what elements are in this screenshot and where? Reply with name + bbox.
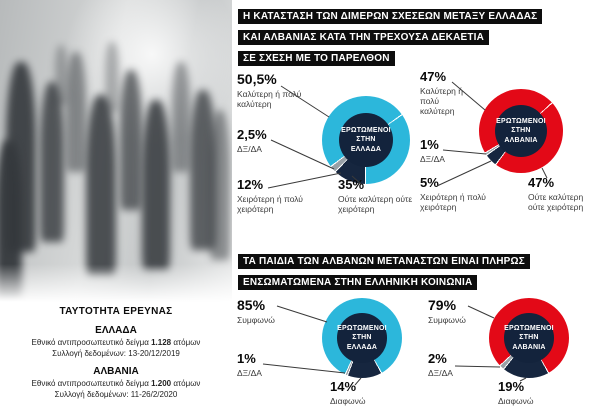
collection-line: Συλλογή δεδομένων: 11-26/2/2020 (54, 390, 178, 399)
chart-label-dk: 1% ΔΞ/ΔΑ (237, 351, 262, 378)
survey-identity: ΤΑΥΤΟΤΗΤΑ ΕΡΕΥΝΑΣ ΕΛΛΑΔΑ Εθνικό αντιπροσ… (0, 306, 232, 399)
title-bar: ΣΕ ΣΧΕΣΗ ΜΕ ΤΟ ΠΑΡΕΛΘΟΝ (238, 48, 542, 66)
person-silhouette (40, 82, 64, 242)
title-bar: ΕΝΣΩΜΑΤΩΜΕΝΑ ΣΤΗΝ ΕΛΛΗΝΙΚΗ ΚΟΙΝΩΝΙΑ (238, 272, 530, 290)
chart-label-neither: 35% Ούτε καλύτερη ούτε χειρότερη (338, 177, 413, 215)
person-silhouette (66, 52, 86, 172)
person-silhouette (120, 70, 142, 210)
title-bar: ΤΑ ΠΑΙΔΙΑ ΤΩΝ ΑΛΒΑΝΩΝ ΜΕΤΑΝΑΣΤΩΝ ΕΙΝΑΙ Π… (238, 251, 530, 269)
chart-label-worse: 12% Χειρότερη ή πολύ χειρότερη (237, 177, 303, 215)
sample-line: Εθνικό αντιπροσωπευτικό δείγμα 1.128 ατό… (0, 338, 232, 347)
sample-suffix: ατόμων (173, 338, 201, 347)
chart-label-better: 50,5% Καλύτερη ή πολύ καλύτερη (237, 71, 302, 110)
chart-label-disagree: 14% Διαφωνώ (330, 379, 366, 406)
person-silhouette (142, 100, 170, 270)
chart-label-dk: 1% ΔΞ/ΔΑ (420, 137, 445, 164)
title-line: ΤΑ ΠΑΙΔΙΑ ΤΩΝ ΑΛΒΑΝΩΝ ΜΕΤΑΝΑΣΤΩΝ ΕΙΝΑΙ Π… (238, 254, 530, 269)
sample-suffix: ατόμων (173, 379, 201, 388)
title-line: ΣΕ ΣΧΕΣΗ ΜΕ ΤΟ ΠΑΡΕΛΘΟΝ (238, 51, 395, 66)
donut-center-label: ΕΡΩΤΩΜΕΝΟΙ ΣΤΗΝ ΑΛΒΑΝΙΑ (494, 104, 548, 158)
survey-entry-greece: ΕΛΛΑΔΑ Εθνικό αντιπροσωπευτικό δείγμα 1.… (0, 325, 232, 358)
survey-identity-title: ΤΑΥΤΟΤΗΤΑ ΕΡΕΥΝΑΣ (59, 306, 173, 317)
person-silhouette (0, 140, 22, 300)
title-bar: ΚΑΙ ΑΛΒΑΝΙΑΣ ΚΑΤΑ ΤΗΝ ΤΡΕΧΟΥΣΑ ΔΕΚΑΕΤΙΑ (238, 27, 542, 45)
donut-chart-relations-albania: ΕΡΩΤΩΜΕΝΟΙ ΣΤΗΝ ΑΛΒΑΝΙΑ (479, 89, 563, 173)
chart-label-agree: 79% Συμφωνώ (428, 297, 466, 325)
chart-label-dk: 2,5% ΔΞ/ΔΑ (237, 127, 267, 154)
person-silhouette (172, 62, 190, 172)
person-silhouette (210, 110, 230, 260)
country-name: ΕΛΛΑΔΑ (95, 325, 137, 336)
title-line: ΕΝΣΩΜΑΤΩΜΕΝΑ ΣΤΗΝ ΕΛΛΗΝΙΚΗ ΚΟΙΝΩΝΙΑ (238, 275, 478, 290)
country-name: ΑΛΒΑΝΙΑ (93, 366, 139, 377)
survey-entry-albania: ΑΛΒΑΝΙΑ Εθνικό αντιπροσωπευτικό δείγμα 1… (0, 366, 232, 399)
person-silhouette (105, 42, 119, 112)
donut-chart-integration-greece: ΕΡΩΤΩΜΕΝΟΙ ΣΤΗΝ ΕΛΛΑΔΑ (322, 298, 402, 378)
donut-center-label: ΕΡΩΤΩΜΕΝΟΙ ΣΤΗΝ ΑΛΒΑΝΙΑ (504, 313, 554, 363)
sample-prefix: Εθνικό αντιπροσωπευτικό δείγμα (31, 338, 149, 347)
donut-chart-integration-albania: ΕΡΩΤΩΜΕΝΟΙ ΣΤΗΝ ΑΛΒΑΝΙΑ (489, 298, 569, 378)
title-line: ΚΑΙ ΑΛΒΑΝΙΑΣ ΚΑΤΑ ΤΗΝ ΤΡΕΧΟΥΣΑ ΔΕΚΑΕΤΙΑ (238, 30, 490, 45)
person-silhouette (55, 45, 67, 105)
title-line: Η ΚΑΤΑΣΤΑΣΗ ΤΩΝ ΔΙΜΕΡΩΝ ΣΧΕΣΕΩΝ ΜΕΤΑΞΥ Ε… (238, 9, 543, 24)
sample-size: 1.128 (151, 338, 172, 347)
chart-label-agree: 85% Συμφωνώ (237, 297, 275, 325)
chart-label-worse: 5% Χειρότερη ή πολύ χειρότερη (420, 175, 486, 213)
donut-chart-relations-greece: ΕΡΩΤΩΜΕΝΟΙ ΣΤΗΝ ΕΛΛΑΔΑ (322, 96, 410, 184)
collection-line: Συλλογή δεδομένων: 13-20/12/2019 (52, 349, 180, 358)
sample-line: Εθνικό αντιπροσωπευτικό δείγμα 1.200 ατό… (0, 379, 232, 388)
title-bar: Η ΚΑΤΑΣΤΑΣΗ ΤΩΝ ΔΙΜΕΡΩΝ ΣΧΕΣΕΩΝ ΜΕΤΑΞΥ Ε… (238, 6, 543, 24)
donut-center-label: ΕΡΩΤΩΜΕΝΟΙ ΣΤΗΝ ΕΛΛΑΔΑ (337, 313, 387, 363)
section2-title: ΤΑ ΠΑΙΔΙΑ ΤΩΝ ΑΛΒΑΝΩΝ ΜΕΤΑΝΑΣΤΩΝ ΕΙΝΑΙ Π… (238, 251, 530, 293)
crowd-photo (0, 0, 232, 302)
chart-label-neither: 47% Ούτε καλύτερη ούτε χειρότερη (528, 175, 584, 213)
donut-center-label: ΕΡΩΤΩΜΕΝΟΙ ΣΤΗΝ ΕΛΛΑΔΑ (338, 112, 394, 168)
person-silhouette (86, 95, 116, 275)
chart-label-dk: 2% ΔΞ/ΔΑ (428, 351, 453, 378)
sample-size: 1.200 (151, 379, 172, 388)
chart-label-disagree: 19% Διαφωνώ (498, 379, 534, 406)
chart-label-better: 47% Καλύτερη ή πολύ καλύτερη (420, 69, 463, 117)
section1-title: Η ΚΑΤΑΣΤΑΣΗ ΤΩΝ ΔΙΜΕΡΩΝ ΣΧΕΣΕΩΝ ΜΕΤΑΞΥ Ε… (238, 6, 543, 69)
sample-prefix: Εθνικό αντιπροσωπευτικό δείγμα (31, 379, 149, 388)
